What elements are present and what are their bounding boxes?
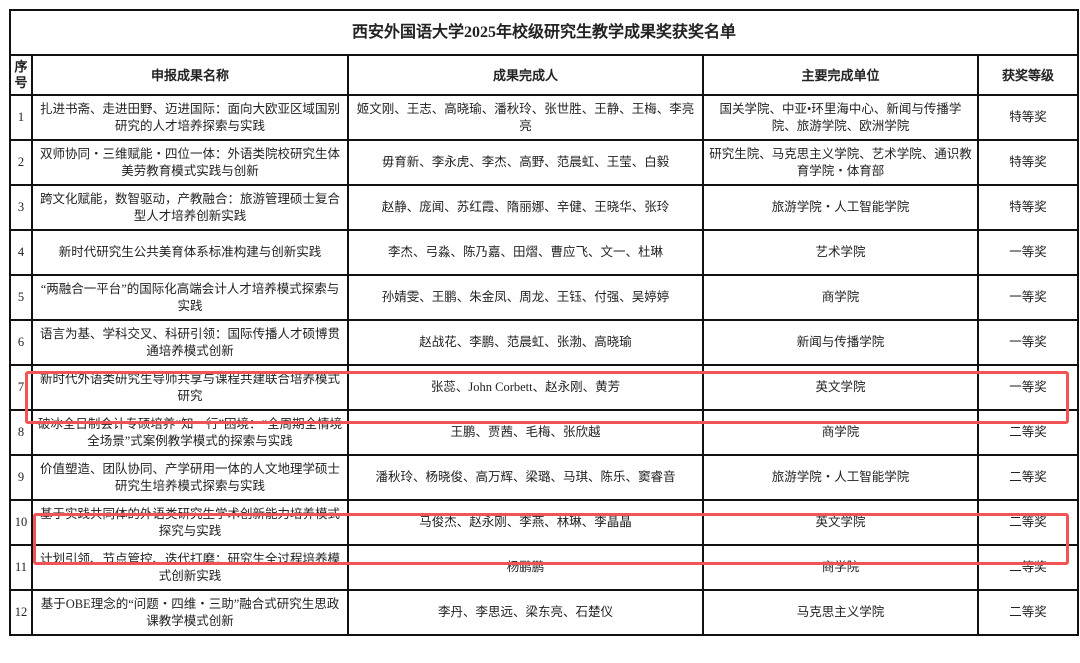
cell-unit: 马克思主义学院 [702,589,979,636]
cell-seq: 2 [9,139,33,186]
cell-level: 一等奖 [976,274,1080,321]
cell-people: 姬文刚、王志、高晓瑜、潘秋玲、张世胜、王静、王梅、李亮亮 [347,94,704,141]
cell-seq: 5 [9,274,33,321]
cell-people: 李丹、李思远、梁东亮、石楚仪 [347,589,704,636]
header-seq: 序号 [9,54,33,96]
table-row: 3 跨文化赋能，数智驱动，产教融合：旅游管理硕士复合型人才培养创新实践 赵静、庞闻、… [9,184,1080,231]
cell-level: 特等奖 [976,184,1080,231]
cell-level: 特等奖 [976,94,1080,141]
cell-people: 赵静、庞闻、苏红霞、隋丽娜、辛健、王晓华、张玲 [347,184,704,231]
cell-level: 一等奖 [976,229,1080,276]
table-row: 6 语言为基、学科交叉、科研引领：国际传播人才硕博贯通培养模式创新 赵战花、李鹏、范… [9,319,1080,366]
table-row: 10 基于实践共同体的外语类研究生学术创新能力培养模式探究与实践 马俊杰、赵永刚、李… [9,499,1080,546]
table-row: 2 双师协同・三维赋能・四位一体：外语类院校研究生体美劳教育模式实践与创新 毋育新、… [9,139,1080,186]
cell-people: 王鹏、贾茜、毛梅、张欣越 [347,409,704,456]
cell-name: 价值塑造、团队协同、产学研用一体的人文地理学硕士研究生培养模式探索与实践 [31,454,349,501]
cell-level: 二等奖 [976,409,1080,456]
cell-seq: 1 [9,94,33,141]
cell-unit: 商学院 [702,409,979,456]
cell-unit: 旅游学院・人工智能学院 [702,184,979,231]
cell-people: 毋育新、李永虎、李杰、高野、范晨虹、王莹、白毅 [347,139,704,186]
table-title: 西安外国语大学2025年校级研究生教学成果奖获奖名单 [8,9,1080,56]
cell-level: 特等奖 [976,139,1080,186]
cell-seq: 10 [9,499,33,546]
cell-level: 二等奖 [976,589,1080,636]
cell-people: 李杰、弓淼、陈乃嘉、田熠、曹应飞、文一、杜琳 [347,229,704,276]
cell-people: 潘秋玲、杨晓俊、高万辉、梁璐、马琪、陈乐、窦睿音 [347,454,704,501]
cell-unit: 商学院 [702,274,979,321]
cell-people: 马俊杰、赵永刚、李燕、林琳、李晶晶 [347,499,704,546]
cell-seq: 11 [9,544,33,591]
cell-unit: 研究生院、马克思主义学院、艺术学院、通识教育学院・体育部 [702,139,979,186]
cell-seq: 4 [9,229,33,276]
cell-name: 跨文化赋能，数智驱动，产教融合：旅游管理硕士复合型人才培养创新实践 [31,184,349,231]
table-row: 8 破冰全日制会计专硕培养“知一行”困境：“全周期全情境全场景”式案例教学模式的探… [9,409,1080,456]
cell-unit: 新闻与传播学院 [702,319,979,366]
cell-name: “两融合一平台”的国际化高端会计人才培养模式探索与实践 [31,274,349,321]
cell-unit: 旅游学院・人工智能学院 [702,454,979,501]
header-name: 申报成果名称 [31,54,349,96]
cell-unit: 艺术学院 [702,229,979,276]
cell-seq: 7 [9,364,33,411]
header-level: 获奖等级 [976,54,1080,96]
cell-seq: 3 [9,184,33,231]
cell-seq: 6 [9,319,33,366]
table-row: 5 “两融合一平台”的国际化高端会计人才培养模式探索与实践 孙婧雯、王鹏、朱金凤、周… [9,274,1080,321]
cell-people: 孙婧雯、王鹏、朱金凤、周龙、王钰、付强、吴婷婷 [347,274,704,321]
cell-name: 新时代研究生公共美育体系标准构建与创新实践 [31,229,349,276]
cell-level: 二等奖 [976,499,1080,546]
cell-name: 基于OBE理念的“问题・四维・三助”融合式研究生思政课教学模式创新 [31,589,349,636]
cell-unit: 英文学院 [702,499,979,546]
cell-name: 双师协同・三维赋能・四位一体：外语类院校研究生体美劳教育模式实践与创新 [31,139,349,186]
cell-name: 语言为基、学科交叉、科研引领：国际传播人才硕博贯通培养模式创新 [31,319,349,366]
cell-unit: 商学院 [702,544,979,591]
table-row: 7 新时代外语类研究生导师共享与课程共建联合培养模式研究 张蕊、John Corbe… [9,364,1080,411]
award-list-table: 西安外国语大学2025年校级研究生教学成果奖获奖名单 序号 申报成果名称 成果完… [8,9,1080,636]
cell-unit: 英文学院 [702,364,979,411]
cell-people: 赵战花、李鹏、范晨虹、张渤、高晓瑜 [347,319,704,366]
table-row: 4 新时代研究生公共美育体系标准构建与创新实践 李杰、弓淼、陈乃嘉、田熠、曹应飞、文… [9,229,1080,276]
cell-seq: 9 [9,454,33,501]
cell-name: 新时代外语类研究生导师共享与课程共建联合培养模式研究 [31,364,349,411]
cell-level: 一等奖 [976,364,1080,411]
table-row: 12 基于OBE理念的“问题・四维・三助”融合式研究生思政课教学模式创新 李丹、李思… [9,589,1080,636]
cell-name: 扎进书斋、走进田野、迈进国际：面向大欧亚区域国别研究的人才培养探索与实践 [31,94,349,141]
cell-people: 杨鹏鹏 [347,544,704,591]
table-row: 11 计划引领、节点管控、迭代打磨：研究生全过程培养模式创新实践 杨鹏鹏 商学院 二等奖 [9,544,1080,591]
table-row: 9 价值塑造、团队协同、产学研用一体的人文地理学硕士研究生培养模式探索与实践 潘秋玲… [9,454,1080,501]
cell-seq: 8 [9,409,33,456]
cell-name: 破冰全日制会计专硕培养“知一行”困境：“全周期全情境全场景”式案例教学模式的探索… [31,409,349,456]
cell-level: 二等奖 [976,454,1080,501]
header-people: 成果完成人 [347,54,704,96]
cell-name: 基于实践共同体的外语类研究生学术创新能力培养模式探究与实践 [31,499,349,546]
header-unit: 主要完成单位 [702,54,979,96]
cell-seq: 12 [9,589,33,636]
cell-level: 一等奖 [976,319,1080,366]
cell-unit: 国关学院、中亚•环里海中心、新闻与传播学院、旅游学院、欧洲学院 [702,94,979,141]
cell-name: 计划引领、节点管控、迭代打磨：研究生全过程培养模式创新实践 [31,544,349,591]
table-row: 1 扎进书斋、走进田野、迈进国际：面向大欧亚区域国别研究的人才培养探索与实践 姬文刚… [9,94,1080,141]
cell-people: 张蕊、John Corbett、赵永刚、黄芳 [347,364,704,411]
cell-level: 二等奖 [976,544,1080,591]
